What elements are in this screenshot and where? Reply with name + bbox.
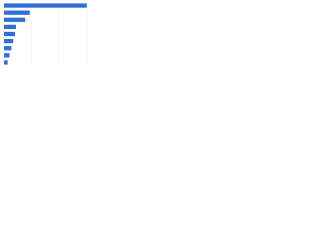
bar — [4, 53, 10, 58]
chart — [3, 2, 88, 66]
page: (() => { const data = JSON.parse(documen… — [0, 0, 320, 71]
bar — [4, 60, 8, 65]
bar — [4, 31, 16, 37]
bar — [4, 3, 87, 8]
bar — [4, 24, 16, 30]
bar — [4, 10, 30, 15]
bar — [4, 46, 12, 51]
bar — [4, 17, 26, 22]
bar — [4, 38, 14, 44]
